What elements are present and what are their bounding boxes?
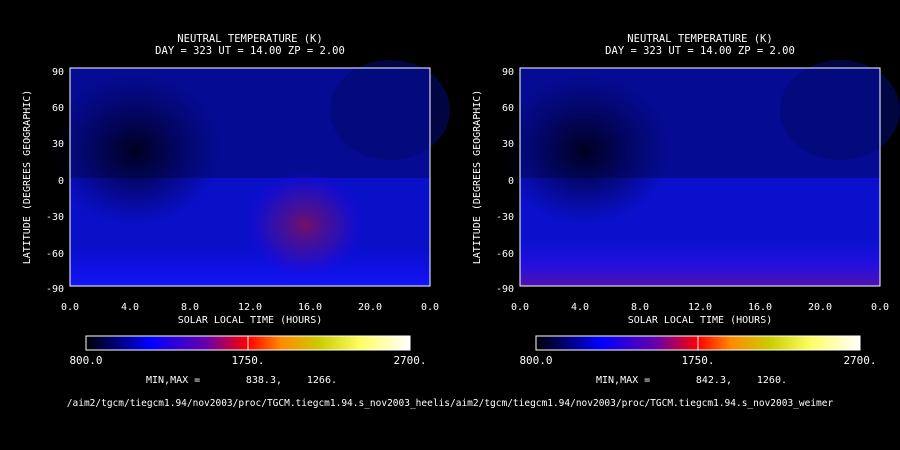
y-tick-label: -30 [46, 212, 64, 223]
y-tick-label: -60 [496, 249, 514, 260]
y-tick-label: -90 [496, 284, 514, 295]
min-value: 842.3, [696, 375, 732, 386]
left-panel: NEUTRAL TEMPERATURE (K) DAY = 323 UT = 1… [22, 33, 450, 386]
left-source-path: /aim2/tgcm/tiegcm1.94/nov2003/proc/TGCM.… [66, 398, 450, 409]
x-ticks: 0.0 4.0 8.0 12.0 16.0 20.0 0.0 [61, 302, 439, 313]
colorbar-min-label: 800.0 [69, 354, 102, 367]
colorbar-max-label: 2700. [843, 354, 876, 367]
y-tick-label: 0 [508, 176, 514, 187]
colorbar-max-label: 2700. [393, 354, 426, 367]
colorbar-mid-label: 1750. [681, 354, 714, 367]
heatmap-field [500, 60, 900, 286]
x-tick-label: 0.0 [511, 302, 529, 313]
x-tick-label: 0.0 [421, 302, 439, 313]
x-axis-label: SOLAR LOCAL TIME (HOURS) [178, 315, 323, 326]
minmax-label: MIN,MAX = [596, 375, 650, 386]
chart-title: NEUTRAL TEMPERATURE (K) [627, 33, 772, 45]
temperature-maximum-region [243, 170, 367, 280]
x-tick-label: 0.0 [61, 302, 79, 313]
y-ticks: 90 60 30 0 -30 -60 -90 [46, 67, 64, 295]
colorbar-mid-label: 1750. [231, 354, 264, 367]
x-tick-label: 8.0 [181, 302, 199, 313]
x-ticks: 0.0 4.0 8.0 12.0 16.0 20.0 0.0 [511, 302, 889, 313]
y-tick-label: -60 [46, 249, 64, 260]
max-value: 1266. [307, 375, 337, 386]
plot-frame [69, 67, 431, 287]
x-tick-label: 12.0 [688, 302, 712, 313]
x-tick-label: 16.0 [298, 302, 322, 313]
max-value: 1260. [757, 375, 787, 386]
y-tick-label: 60 [52, 103, 64, 114]
y-tick-label: 0 [58, 176, 64, 187]
x-tick-label: 8.0 [631, 302, 649, 313]
chart-subtitle: DAY = 323 UT = 14.00 ZP = 2.00 [155, 45, 345, 57]
y-tick-label: -30 [496, 212, 514, 223]
y-tick-label: -90 [46, 284, 64, 295]
chart-subtitle: DAY = 323 UT = 14.00 ZP = 2.00 [605, 45, 795, 57]
min-value: 838.3, [246, 375, 282, 386]
right-source-path: /aim2/tgcm/tiegcm1.94/nov2003/proc/TGCM.… [450, 398, 834, 409]
x-tick-label: 20.0 [808, 302, 832, 313]
temperature-maximum-region [520, 238, 880, 286]
x-tick-label: 0.0 [871, 302, 889, 313]
y-tick-label: 60 [502, 103, 514, 114]
x-tick-label: 16.0 [748, 302, 772, 313]
x-axis-label: SOLAR LOCAL TIME (HOURS) [628, 315, 773, 326]
y-tick-label: 30 [502, 139, 514, 150]
y-axis-label: LATITUDE (DEGREES GEOGRAPHIC) [22, 90, 33, 265]
y-ticks: 90 60 30 0 -30 -60 -90 [496, 67, 514, 295]
plot-frame [519, 67, 881, 287]
x-tick-label: 4.0 [571, 302, 589, 313]
right-panel: NEUTRAL TEMPERATURE (K) DAY = 323 UT = 1… [450, 0, 900, 450]
colorbar-min-label: 800.0 [519, 354, 552, 367]
right-plot: NEUTRAL TEMPERATURE (K) DAY = 323 UT = 1… [472, 33, 900, 386]
x-tick-label: 4.0 [121, 302, 139, 313]
y-tick-label: 90 [52, 67, 64, 78]
left-plot: NEUTRAL TEMPERATURE (K) DAY = 323 UT = 1… [22, 33, 450, 386]
heatmap-field [50, 60, 450, 286]
chart-title: NEUTRAL TEMPERATURE (K) [177, 33, 322, 45]
y-axis-label: LATITUDE (DEGREES GEOGRAPHIC) [472, 90, 483, 265]
y-tick-label: 90 [502, 67, 514, 78]
y-tick-label: 30 [52, 139, 64, 150]
x-tick-label: 12.0 [238, 302, 262, 313]
x-tick-label: 20.0 [358, 302, 382, 313]
minmax-label: MIN,MAX = [146, 375, 200, 386]
